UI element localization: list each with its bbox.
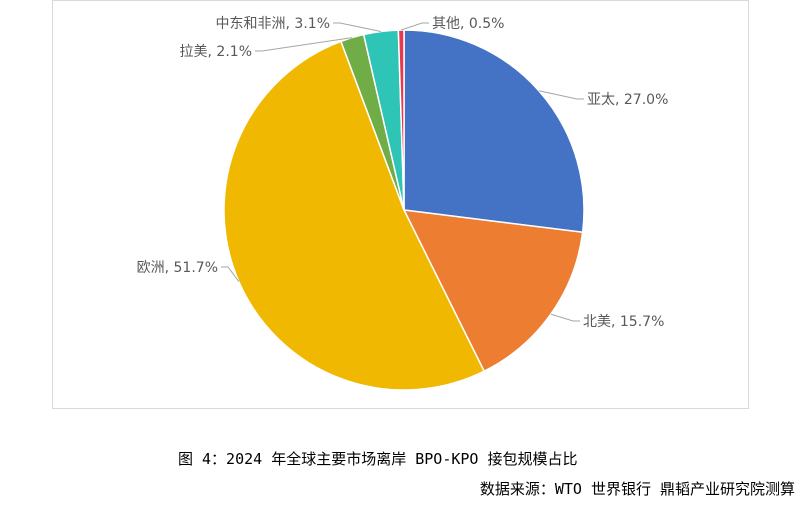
leader-lines bbox=[221, 22, 584, 322]
figure-caption: 图 4：2024 年全球主要市场离岸 BPO-KPO 接包规模占比 bbox=[178, 450, 578, 468]
leader-line-0 bbox=[538, 90, 584, 100]
data-label-0: 亚太, 27.0% bbox=[587, 92, 668, 108]
data-labels: 亚太, 27.0% 北美, 15.7% 欧洲, 51.7% 拉美, 2.1% 中东和非洲… bbox=[137, 16, 669, 330]
leader-line-4 bbox=[333, 22, 382, 32]
data-label-1: 北美, 15.7% bbox=[583, 314, 664, 330]
data-source-note: 数据来源：WTO 世界银行 鼎韬产业研究院测算 bbox=[479, 480, 795, 498]
pie-slices bbox=[223, 29, 585, 391]
pie-slice-0 bbox=[403, 29, 585, 234]
leader-line-2 bbox=[221, 266, 240, 282]
data-label-2: 欧洲, 51.7% bbox=[137, 260, 218, 276]
leader-line-3 bbox=[255, 37, 353, 52]
pie-slice-5 bbox=[397, 29, 405, 211]
leader-line-5 bbox=[401, 22, 429, 31]
leader-line-1 bbox=[550, 313, 580, 322]
data-label-5: 其他, 0.5% bbox=[432, 16, 504, 32]
data-label-4: 中东和非洲, 3.1% bbox=[216, 16, 330, 32]
data-label-3: 拉美, 2.1% bbox=[180, 44, 252, 60]
